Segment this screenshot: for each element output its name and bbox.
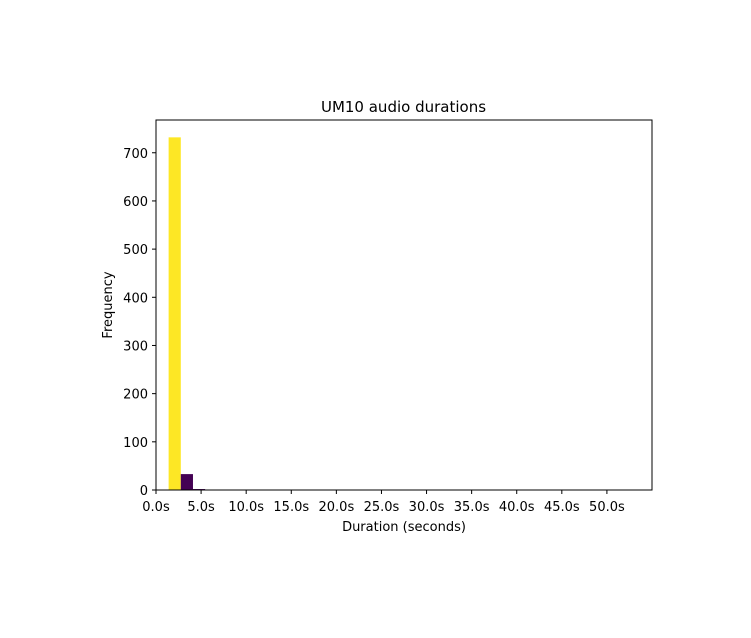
x-tick-label-10: 50.0s <box>589 500 625 515</box>
y-tick-label-2: 200 <box>123 388 148 403</box>
y-tick-label-3: 300 <box>123 339 148 354</box>
y-axis-ticks: 0 100 200 300 400 500 600 700 <box>123 147 156 499</box>
x-tick-label-9: 45.0s <box>544 500 580 515</box>
x-tick-label-7: 35.0s <box>454 500 490 515</box>
x-axis-ticks: 0.0s 5.0s 10.0s 15.0s 20.0s 25.0s 30.0s 35.0s 40… <box>142 490 625 515</box>
y-tick-label-5: 500 <box>123 243 148 258</box>
chart-title: UM10 audio durations <box>321 98 486 116</box>
x-tick-label-6: 30.0s <box>409 500 445 515</box>
histogram-bar-0 <box>169 137 181 490</box>
x-tick-label-8: 40.0s <box>499 500 535 515</box>
y-tick-label-4: 400 <box>123 291 148 306</box>
y-tick-label-6: 600 <box>123 195 148 210</box>
y-tick-label-1: 100 <box>123 436 148 451</box>
x-axis-label: Duration (seconds) <box>342 520 466 535</box>
x-tick-label-3: 15.0s <box>273 500 309 515</box>
bars-layer <box>169 137 643 490</box>
x-tick-label-0: 0.0s <box>142 500 170 515</box>
x-tick-label-5: 25.0s <box>364 500 400 515</box>
y-axis-label: Frequency <box>101 271 116 338</box>
histogram-bar-1 <box>181 474 193 490</box>
x-tick-label-1: 5.0s <box>187 500 215 515</box>
x-tick-label-2: 10.0s <box>228 500 264 515</box>
plot-frame <box>156 120 652 490</box>
x-tick-label-4: 20.0s <box>319 500 355 515</box>
y-tick-label-7: 700 <box>123 147 148 162</box>
y-tick-label-0: 0 <box>140 484 148 499</box>
